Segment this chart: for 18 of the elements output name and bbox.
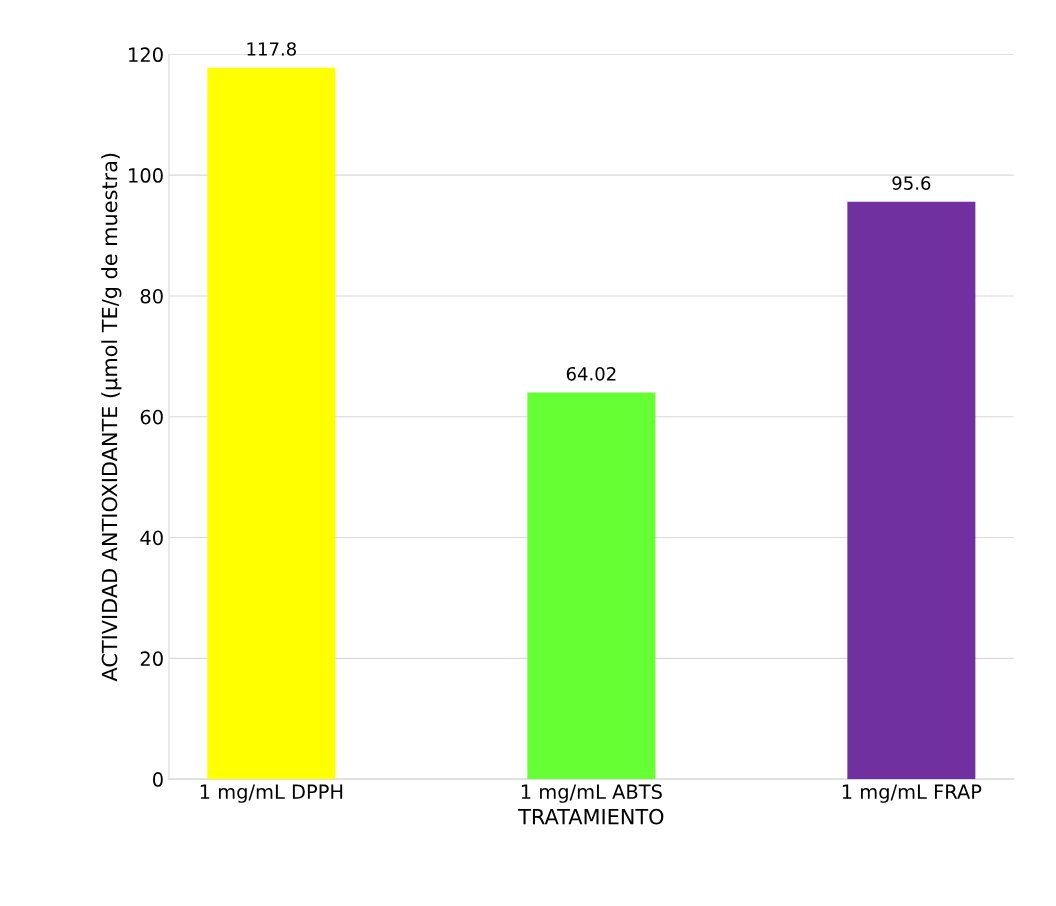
- y-tick-label: 80: [140, 288, 163, 304]
- x-tick-label: 1 mg/mL ABTS: [521, 784, 662, 803]
- x-tick-label: 1 mg/mL FRAP: [842, 784, 982, 803]
- x-axis-title: TRATAMIENTO: [518, 808, 664, 825]
- data-label: 64.02: [566, 366, 616, 381]
- x-tick-label: 1 mg/mL DPPH: [200, 784, 343, 803]
- y-tick-label: 20: [140, 651, 163, 667]
- bar: [527, 392, 656, 780]
- bar: [847, 201, 976, 780]
- bar: [207, 67, 336, 780]
- y-tick-label: 100: [129, 168, 163, 183]
- data-label: 95.6: [892, 176, 931, 190]
- y-tick-label: 120: [129, 47, 163, 63]
- y-tick-label: 60: [140, 409, 163, 425]
- y-tick-label: 0: [153, 772, 163, 787]
- data-label: 117.8: [247, 42, 296, 56]
- y-tick-label: 40: [140, 530, 163, 546]
- y-axis-title: ACTIVIDAD ANTIOXIDANTE (µmol TE/g de muestra): [101, 153, 122, 682]
